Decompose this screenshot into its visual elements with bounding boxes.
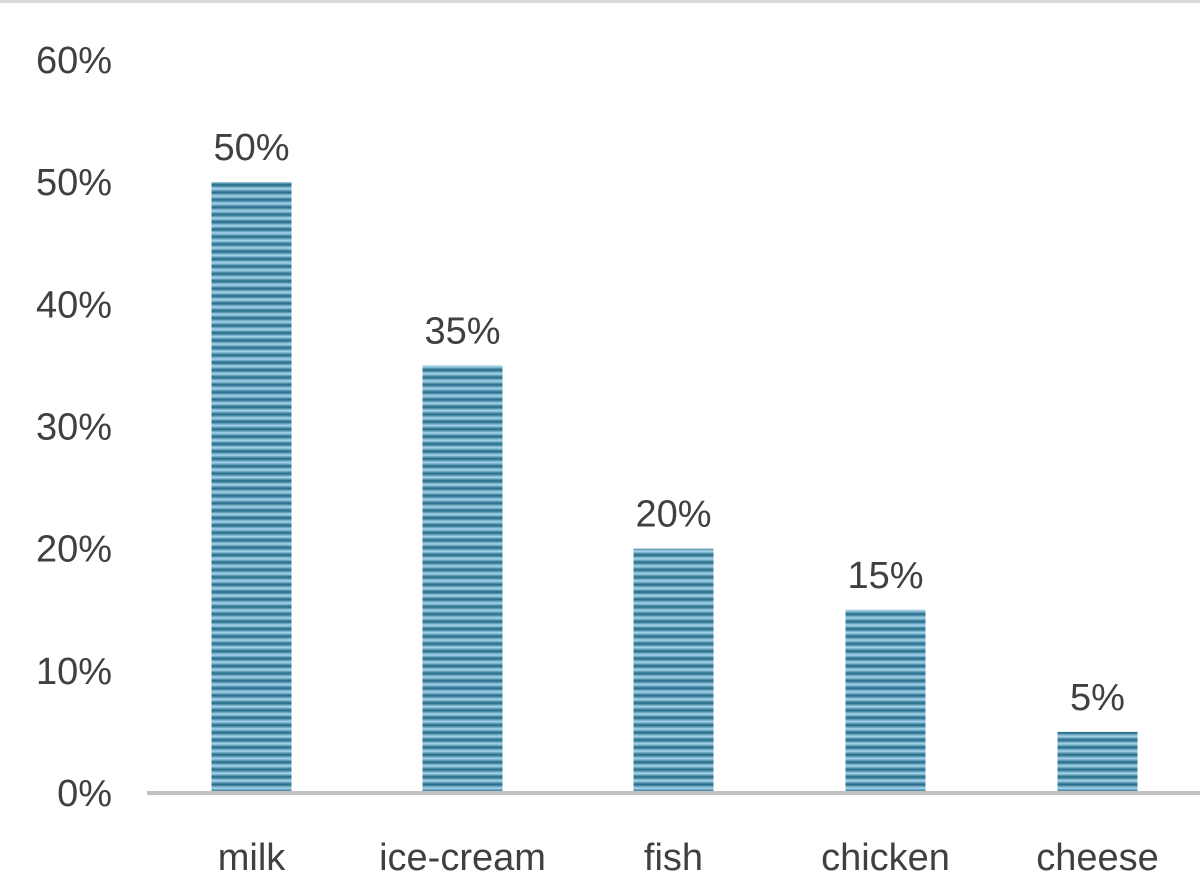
x-category-label: milk — [218, 837, 287, 879]
y-tick-label: 0% — [57, 773, 112, 815]
x-category-label: fish — [644, 837, 703, 879]
x-category-label: cheese — [1036, 837, 1159, 879]
y-tick-label: 60% — [36, 40, 112, 82]
x-category-label: chicken — [821, 837, 950, 879]
y-tick-label: 40% — [36, 284, 112, 326]
data-label-cheese: 5% — [1070, 677, 1125, 719]
bar-cheese — [1057, 731, 1138, 793]
y-tick-label: 20% — [36, 529, 112, 571]
data-label-milk: 50% — [213, 127, 289, 169]
bar-chicken — [845, 609, 926, 793]
x-category-label: ice-cream — [379, 837, 546, 879]
data-label-fish: 20% — [635, 494, 711, 536]
y-axis-tick-labels: 0% 10% 20% 30% 40% 50% 60% — [36, 40, 112, 815]
y-tick-label: 10% — [36, 651, 112, 693]
x-axis-category-labels: milk ice-cream fish chicken cheese — [218, 837, 1159, 879]
data-label-chicken: 15% — [847, 555, 923, 597]
data-labels: 50% 35% 20% 15% 5% — [213, 127, 1124, 719]
y-tick-label: 30% — [36, 407, 112, 449]
y-tick-label: 50% — [36, 162, 112, 204]
bar-fish — [633, 548, 714, 793]
data-label-ice-cream: 35% — [424, 310, 500, 352]
bar-ice-cream — [422, 365, 503, 793]
bars — [211, 182, 1138, 793]
bar-milk — [211, 182, 292, 793]
